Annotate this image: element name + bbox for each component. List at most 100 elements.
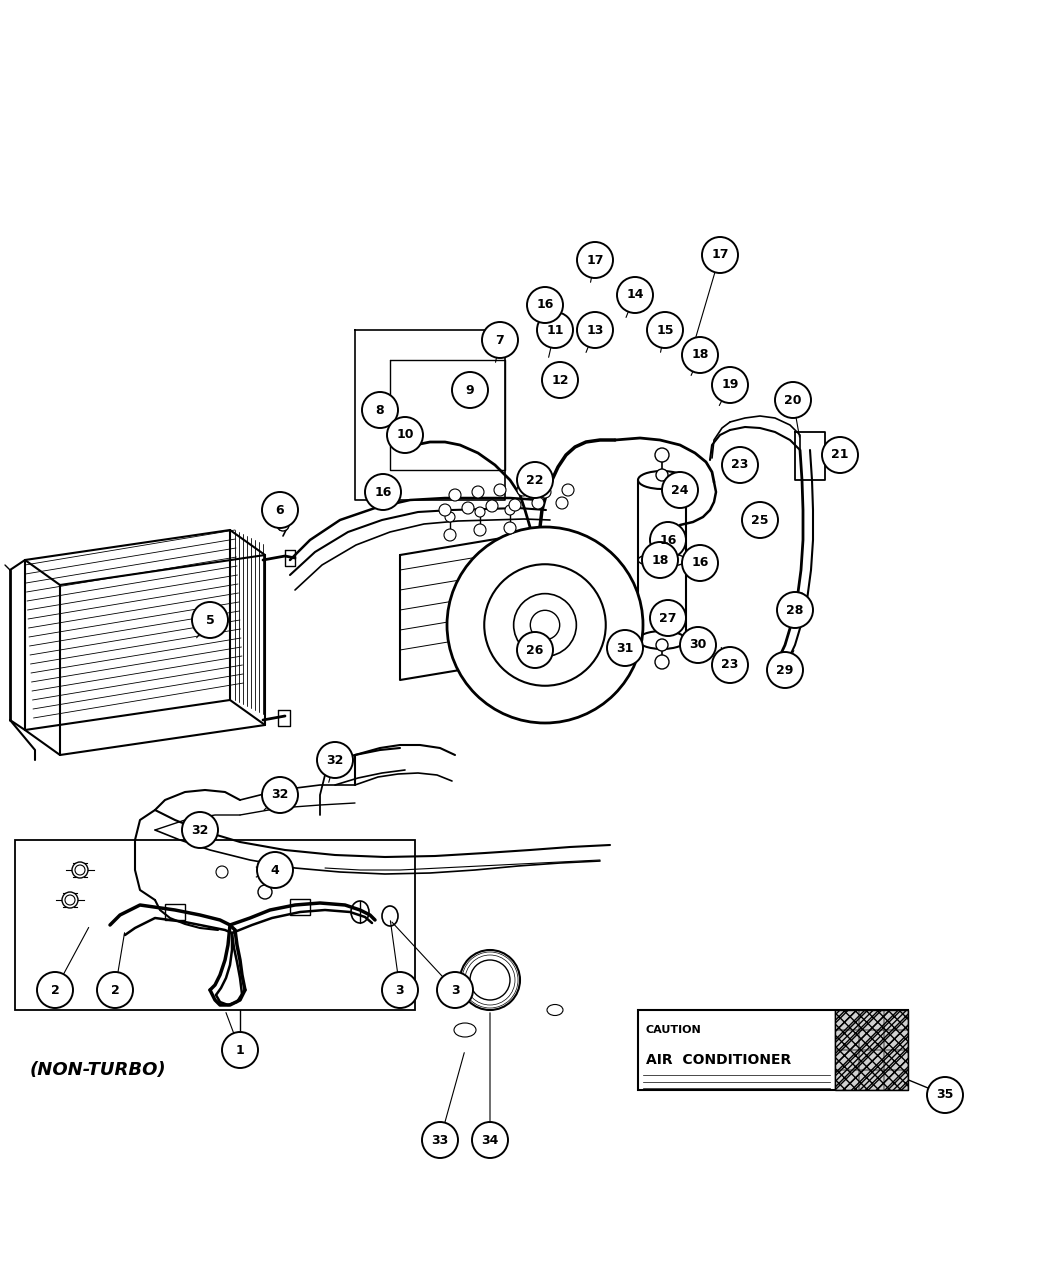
Circle shape — [578, 242, 613, 278]
Circle shape — [505, 505, 514, 515]
Circle shape — [617, 277, 653, 312]
Bar — [884, 1010, 908, 1030]
Circle shape — [766, 652, 803, 688]
Bar — [835, 1010, 859, 1030]
Circle shape — [444, 529, 456, 541]
Bar — [859, 1030, 884, 1051]
Text: 18: 18 — [691, 348, 709, 362]
Bar — [859, 1051, 884, 1070]
Circle shape — [578, 312, 613, 348]
Circle shape — [722, 448, 758, 483]
Text: 13: 13 — [586, 324, 604, 337]
Circle shape — [517, 462, 553, 499]
Circle shape — [278, 513, 288, 523]
Circle shape — [662, 472, 698, 507]
Circle shape — [702, 237, 738, 273]
Text: 16: 16 — [374, 486, 392, 499]
Text: 32: 32 — [271, 788, 289, 802]
Bar — [15, 840, 415, 1010]
Circle shape — [517, 484, 529, 496]
Circle shape — [513, 594, 576, 657]
Text: 11: 11 — [546, 324, 564, 337]
Text: 8: 8 — [376, 403, 384, 417]
Text: 12: 12 — [551, 374, 569, 386]
Circle shape — [37, 972, 74, 1009]
Circle shape — [712, 646, 748, 683]
Circle shape — [192, 602, 228, 638]
Circle shape — [494, 484, 506, 496]
Circle shape — [437, 972, 472, 1009]
Text: 5: 5 — [206, 613, 214, 626]
Text: 28: 28 — [786, 603, 803, 617]
Circle shape — [447, 527, 643, 723]
Circle shape — [72, 862, 88, 878]
Text: 23: 23 — [731, 459, 749, 472]
Text: 6: 6 — [276, 504, 285, 516]
Text: 30: 30 — [689, 639, 707, 652]
Text: 17: 17 — [711, 249, 729, 261]
Text: 21: 21 — [832, 449, 848, 462]
Circle shape — [422, 1122, 458, 1158]
Circle shape — [509, 499, 521, 511]
Text: 34: 34 — [481, 1133, 499, 1146]
Text: AIR  CONDITIONER: AIR CONDITIONER — [646, 1053, 792, 1067]
Text: 1: 1 — [235, 1043, 245, 1057]
Bar — [835, 1051, 859, 1070]
Circle shape — [265, 856, 275, 864]
Text: 2: 2 — [50, 983, 60, 997]
Bar — [165, 904, 185, 921]
Circle shape — [65, 895, 75, 905]
Bar — [638, 1010, 908, 1090]
Text: 20: 20 — [784, 394, 802, 407]
Text: 24: 24 — [671, 483, 689, 496]
Circle shape — [182, 812, 218, 848]
Text: 26: 26 — [526, 644, 544, 657]
Circle shape — [655, 655, 669, 669]
Text: CAUTION: CAUTION — [646, 1025, 701, 1035]
Text: 15: 15 — [656, 324, 674, 337]
Bar — [884, 1070, 908, 1090]
Text: 31: 31 — [616, 641, 634, 654]
Circle shape — [504, 521, 516, 534]
Circle shape — [257, 852, 293, 887]
Circle shape — [530, 611, 560, 640]
Circle shape — [317, 742, 353, 778]
Text: 9: 9 — [466, 384, 475, 397]
Circle shape — [647, 312, 682, 348]
Text: 35: 35 — [937, 1089, 953, 1102]
Text: 4: 4 — [271, 863, 279, 876]
Circle shape — [562, 484, 574, 496]
Text: (NON-TURBO): (NON-TURBO) — [30, 1061, 167, 1079]
Circle shape — [532, 497, 544, 509]
Text: 16: 16 — [537, 298, 553, 311]
Circle shape — [486, 500, 498, 513]
Circle shape — [537, 312, 573, 348]
Text: 25: 25 — [751, 514, 769, 527]
Text: 32: 32 — [191, 824, 209, 836]
Circle shape — [216, 866, 228, 878]
Circle shape — [62, 892, 78, 908]
Circle shape — [365, 474, 401, 510]
Circle shape — [539, 486, 551, 499]
Circle shape — [445, 513, 455, 521]
Circle shape — [655, 448, 669, 462]
Circle shape — [742, 502, 778, 538]
Bar — [884, 1030, 908, 1051]
Circle shape — [682, 544, 718, 581]
Circle shape — [656, 639, 668, 652]
Circle shape — [75, 864, 85, 875]
Circle shape — [680, 627, 716, 663]
Circle shape — [542, 362, 578, 398]
Circle shape — [276, 495, 290, 509]
Circle shape — [277, 519, 289, 530]
Text: 16: 16 — [691, 556, 709, 570]
Circle shape — [650, 521, 686, 558]
Circle shape — [97, 972, 133, 1009]
Circle shape — [777, 592, 813, 629]
Circle shape — [517, 632, 553, 668]
Circle shape — [927, 1077, 963, 1113]
Text: 3: 3 — [450, 983, 459, 997]
Circle shape — [475, 507, 485, 516]
Circle shape — [449, 490, 461, 501]
Circle shape — [712, 367, 748, 403]
